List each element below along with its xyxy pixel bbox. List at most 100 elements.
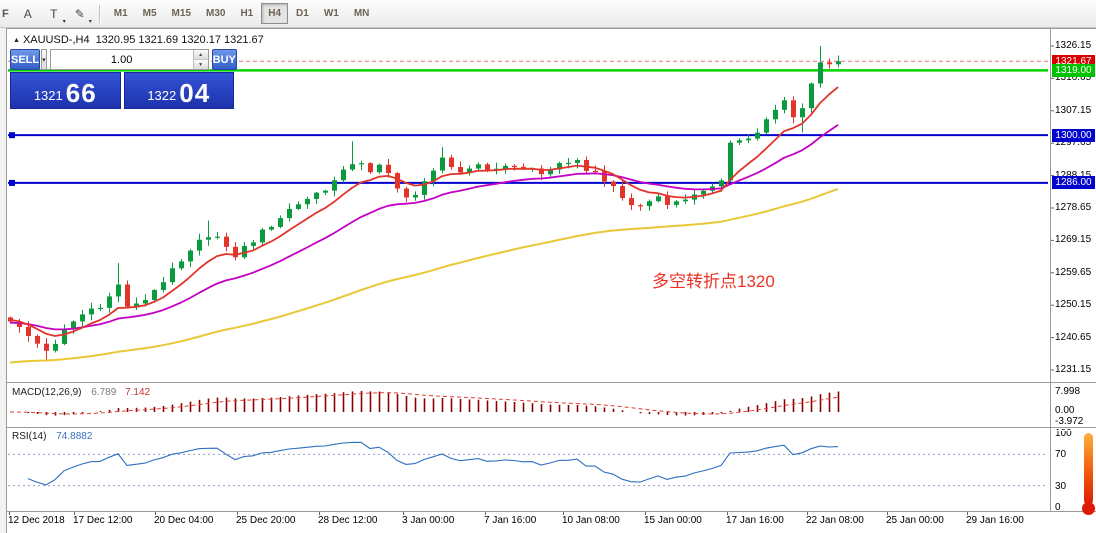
timeframe-toolbar: M1 M5 M15 M30 H1 H4 D1 W1 MN <box>107 3 378 24</box>
timeframe-D1[interactable]: D1 <box>289 3 316 24</box>
ma-medium <box>9 124 839 331</box>
macd-axis-label: -3.972 <box>1055 416 1084 427</box>
price-axis-border <box>1050 29 1051 511</box>
trade-options-dropdown[interactable]: ▾ <box>41 49 47 70</box>
candlesticks <box>8 46 841 361</box>
price-badge-1319.00: 1319.00 <box>1052 63 1095 77</box>
price-axis-label: 1307.15 <box>1055 104 1092 116</box>
time-axis-label: 3 Jan 00:00 <box>402 515 455 526</box>
timeframe-M5[interactable]: M5 <box>136 3 164 24</box>
one-click-trading-panel: SELL ▾ ▲ ▼ BUY 1321 66 1322 04 <box>10 49 237 109</box>
main-toolbar: F A T ▾ ✎ ▾ M1 M5 M15 M30 H1 H4 D1 W1 MN <box>0 0 1096 28</box>
trade-controls-row: SELL ▾ ▲ ▼ BUY <box>10 49 237 70</box>
price-axis-label: 1259.65 <box>1055 266 1092 278</box>
volume-increase-button[interactable]: ▲ <box>193 50 208 60</box>
timeframe-M1[interactable]: M1 <box>107 3 135 24</box>
symbol-period-label: XAUUSD-,H4 <box>22 34 90 46</box>
timeframe-W1[interactable]: W1 <box>317 3 346 24</box>
macd-axis-label: 0.00 <box>1055 405 1075 416</box>
price-badge-1300.00: 1300.00 <box>1052 128 1095 142</box>
chart-title: ▲ XAUUSD-,H4 1320.95 1321.69 1320.17 1321.… <box>13 34 264 46</box>
timeframe-H1[interactable]: H1 <box>233 3 260 24</box>
ask-pips: 04 <box>179 78 211 108</box>
time-axis-label: 28 Dec 12:00 <box>318 515 378 526</box>
panel-separator-macd[interactable] <box>7 382 1096 386</box>
horizontal-line-1286-handle[interactable] <box>9 179 15 186</box>
volume-field: ▲ ▼ <box>49 49 209 70</box>
macd-indicator <box>9 391 840 416</box>
bid-price-display: 1321 66 <box>10 72 121 109</box>
time-axis-label: 10 Jan 08:00 <box>562 515 620 526</box>
price-axis-label: 1326.15 <box>1055 40 1092 51</box>
annotate-text-icon[interactable]: A <box>15 3 41 25</box>
price-axis[interactable]: 1326.15 1316.65 1307.15 1297.65 1288.15 1278.… <box>1051 29 1096 513</box>
price-axis-label: 1316.65 <box>1055 72 1092 84</box>
volume-stepper: ▲ ▼ <box>192 50 208 69</box>
tool-icons-group: A T ▾ ✎ ▾ <box>15 3 93 25</box>
price-axis-label: 1250.15 <box>1055 299 1092 311</box>
ma-fast <box>9 86 839 337</box>
price-axis-label: 1269.15 <box>1055 234 1092 246</box>
timeframe-M15[interactable]: M15 <box>165 3 198 24</box>
time-axis-label: 15 Jan 00:00 <box>644 515 702 526</box>
dropdown-caret-icon: ▾ <box>62 18 66 25</box>
macd-value: 6.789 <box>91 387 117 398</box>
ma-slow <box>9 187 839 364</box>
time-axis-label: 25 Jan 00:00 <box>886 515 944 526</box>
ask-price-display: 1322 04 <box>123 72 234 109</box>
thermometer-gauge <box>1082 433 1095 515</box>
rsi-name: RSI(14) <box>12 431 47 442</box>
toolbar-separator <box>98 4 101 23</box>
rsi-indicator <box>8 441 1048 487</box>
ohlc-values: 1320.95 1321.69 1320.17 1321.67 <box>95 34 264 46</box>
time-axis-label: 22 Jan 08:00 <box>806 515 864 526</box>
macd-label: MACD(12,26,9) 6.789 7.142 <box>12 387 150 398</box>
price-axis-label: 1278.65 <box>1055 201 1092 213</box>
rsi-axis-label: 0 <box>1055 502 1061 513</box>
time-axis-label: 20 Dec 04:00 <box>154 515 214 526</box>
time-axis-border <box>7 511 1096 512</box>
time-axis-label: 29 Jan 16:00 <box>966 515 1024 526</box>
volume-decrease-button[interactable]: ▼ <box>193 60 208 69</box>
timeframe-MN[interactable]: MN <box>347 3 377 24</box>
draw-tool-icon[interactable]: ✎ ▾ <box>67 3 93 25</box>
dropdown-caret-icon: ▾ <box>88 18 92 25</box>
time-axis-label: 17 Jan 16:00 <box>726 515 784 526</box>
macd-signal-value: 7.142 <box>125 387 151 398</box>
time-axis-label: 7 Jan 16:00 <box>484 515 537 526</box>
rsi-label: RSI(14) 74.8882 <box>12 431 92 442</box>
buy-button[interactable]: BUY <box>211 49 237 70</box>
price-axis-label: 1240.65 <box>1055 331 1092 343</box>
bid-pips: 66 <box>65 78 97 108</box>
macd-axis-label: 7.998 <box>1055 386 1081 397</box>
time-axis-label: 12 Dec 2018 <box>8 515 65 526</box>
chart-marker-icon: ▲ <box>13 37 20 44</box>
clipped-toolbar-label: F <box>2 7 9 20</box>
rsi-axis-label: 30 <box>1055 481 1067 492</box>
rsi-axis-label: 70 <box>1055 449 1067 460</box>
macd-name: MACD(12,26,9) <box>12 387 82 398</box>
sell-button[interactable]: SELL <box>10 49 41 70</box>
volume-input[interactable] <box>50 50 193 69</box>
bid-integer: 1321 <box>33 88 63 103</box>
text-tool-icon[interactable]: T ▾ <box>41 3 67 25</box>
price-badge-1286.00: 1286.00 <box>1052 176 1095 190</box>
timeframe-M30[interactable]: M30 <box>199 3 232 24</box>
time-axis-label: 17 Dec 12:00 <box>73 515 133 526</box>
ask-integer: 1322 <box>147 88 177 103</box>
rsi-value: 74.8882 <box>56 431 93 442</box>
time-axis-label: 25 Dec 20:00 <box>236 515 296 526</box>
quote-displays-row: 1321 66 1322 04 <box>10 72 234 109</box>
chart-annotation-text[interactable]: 多空转折点1320 <box>652 272 775 291</box>
horizontal-line-1300-handle[interactable] <box>9 132 15 139</box>
timeframe-H4[interactable]: H4 <box>261 3 289 24</box>
panel-separator-rsi[interactable] <box>7 427 1096 431</box>
price-axis-label: 1297.65 <box>1055 137 1092 149</box>
price-axis-label: 1288.15 <box>1055 169 1092 181</box>
price-axis-label: 1231.15 <box>1055 363 1092 375</box>
time-axis[interactable]: 12 Dec 2018 17 Dec 12:00 20 Dec 04:00 25 De… <box>7 512 1096 533</box>
price-chart-layer <box>8 46 1048 364</box>
rsi-axis-label: 100 <box>1055 428 1072 439</box>
